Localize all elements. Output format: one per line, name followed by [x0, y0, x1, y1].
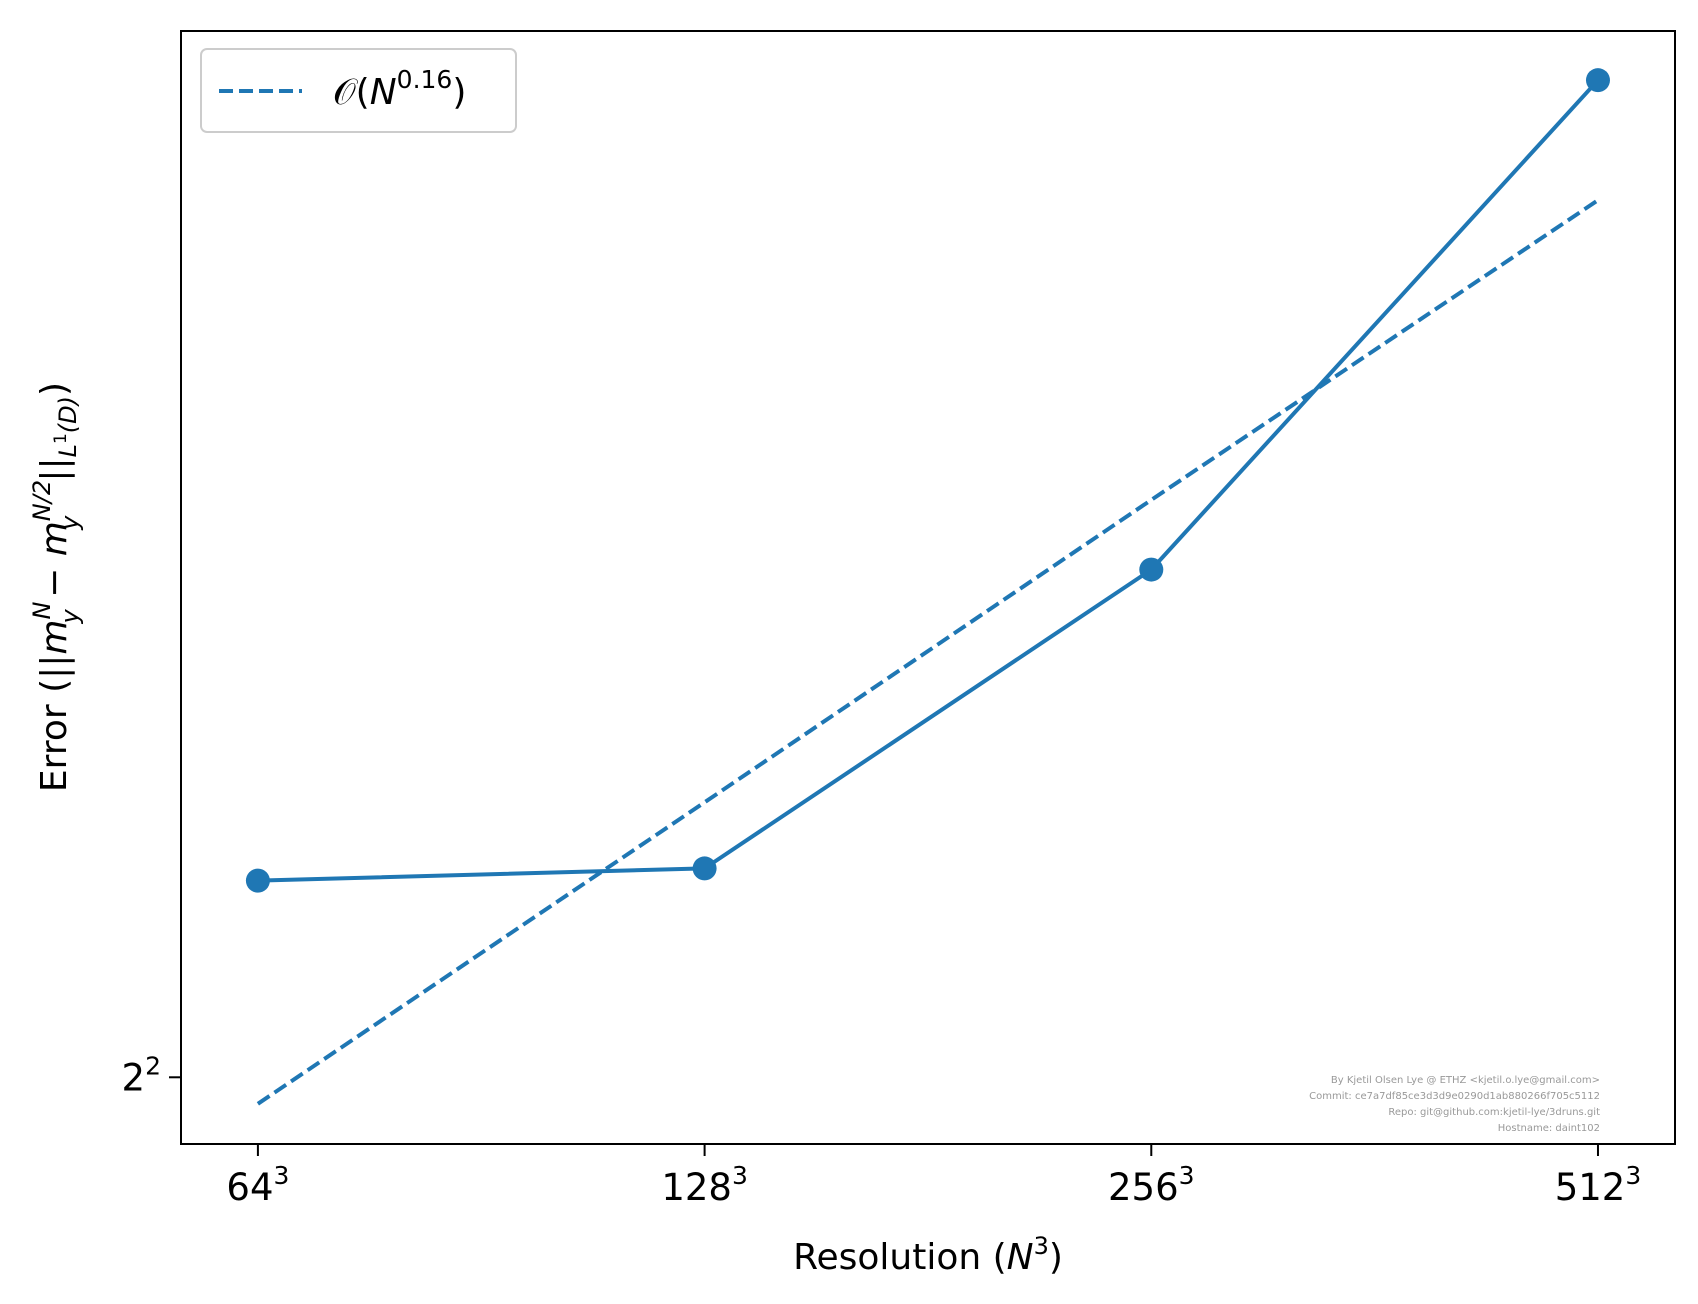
x-axis: 643 1283 2563 5123 [226, 1144, 1641, 1209]
legend-entry-label: 𝒪(N0.16) [333, 65, 466, 113]
credits-watermark: By Kjetil Olsen Lye @ ETHZ <kjetil.o.lye… [1309, 1075, 1600, 1134]
y-axis: 22 [122, 1051, 181, 1099]
x-tick-label: 2563 [1108, 1161, 1195, 1209]
data-point-3 [1139, 557, 1164, 582]
plot-area [181, 31, 1675, 1144]
x-tick-label: 643 [226, 1161, 289, 1209]
series-layer [245, 68, 1610, 1106]
legend-frame [200, 48, 517, 133]
y-tick-label: 22 [122, 1051, 161, 1099]
credit-author: By Kjetil Olsen Lye @ ETHZ <kjetil.o.lye… [1331, 1075, 1600, 1086]
x-tick-label: 5123 [1555, 1161, 1642, 1209]
series-line [257, 78, 1600, 883]
axes-frame [180, 30, 1676, 1145]
x-tick-label: 1283 [661, 1161, 748, 1209]
data-point-2 [692, 856, 717, 881]
reference-line-dashed [256, 198, 1600, 1106]
credit-hostname: Hostname: daint102 [1498, 1123, 1600, 1134]
credit-commit: Commit: ce7a7df85ce3d3d9e0290d1ab880266f… [1309, 1091, 1600, 1102]
legend: 𝒪(N0.16) [200, 48, 517, 133]
x-axis-label: Resolution (N3) [793, 1232, 1063, 1278]
credit-repo: Repo: git@github.com:kjetil-lye/3druns.g… [1388, 1107, 1600, 1118]
axes-background [181, 31, 1675, 1144]
data-point-4 [1585, 68, 1610, 93]
data-point-1 [245, 868, 270, 893]
y-axis-label: Error (||mNy − mN/2y||L1(D)) [28, 382, 84, 792]
